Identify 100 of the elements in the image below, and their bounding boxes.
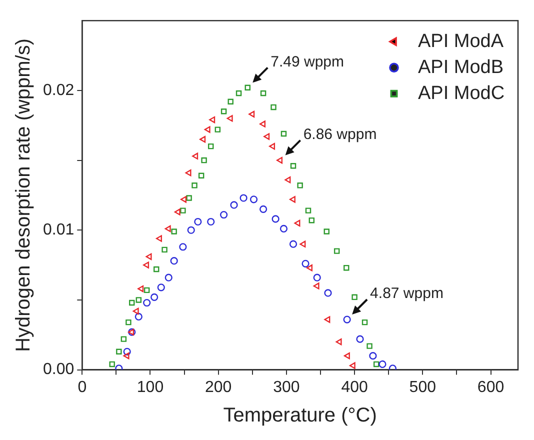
point [308,217,315,224]
point [324,316,330,323]
point [226,115,233,122]
point [324,228,330,234]
point [280,130,287,137]
point [313,274,321,282]
point [208,143,214,150]
point [344,352,350,360]
annotation: 7.49 wppm [270,53,344,70]
point [128,300,135,306]
point [150,293,158,301]
point [214,126,221,132]
point [109,361,115,368]
point [228,98,234,104]
point [349,362,356,369]
legend-label: API ModC [418,82,505,104]
point [230,201,238,209]
point [180,208,186,214]
point [179,243,187,251]
point [132,308,139,315]
point [171,228,177,234]
point [240,194,248,202]
point [290,163,296,169]
point [209,116,216,124]
point [192,152,198,160]
point [244,84,250,91]
x-axis-title: Temperature (°C) [223,404,377,427]
point [284,176,291,184]
point [356,335,364,343]
x-tick-label: 200 [204,378,232,396]
point [144,287,150,294]
point [138,285,144,292]
x-tick-label: 600 [477,378,504,396]
point [289,196,296,203]
legend-label: API ModA [418,30,504,52]
point [143,262,150,268]
point [270,104,276,110]
point [220,210,228,219]
point [198,172,204,179]
point [200,136,206,143]
point [207,218,215,226]
point [164,274,172,282]
point [154,266,160,272]
x-tick-label: 500 [409,378,436,396]
annotation: 4.87 wppm [370,285,444,302]
point [352,294,358,300]
point [297,182,303,188]
y-tick-label: 0.01 [43,222,74,239]
point [276,156,283,164]
point [305,208,312,214]
point [126,319,132,326]
point [378,360,386,368]
point [259,205,268,213]
annotation: 6.86 wppm [303,126,377,143]
point [362,319,368,326]
point [194,218,202,226]
point [170,257,178,265]
x-tick-label: 300 [273,378,300,396]
x-tick-label: 0 [78,378,87,396]
point [134,312,142,321]
point [120,336,127,342]
point [366,343,372,349]
point [180,196,186,203]
point [156,235,162,242]
point [123,352,130,360]
y-tick-label: 0.02 [43,82,74,99]
point [264,133,270,140]
point [116,348,122,355]
point [343,316,351,324]
point [186,195,192,201]
legend-label: API ModB [418,56,504,78]
point [204,126,210,133]
point [164,225,171,232]
point [201,157,207,164]
point [187,226,195,234]
point [192,182,198,188]
point [220,108,227,114]
point [289,240,298,248]
point [248,110,255,118]
point [185,169,192,176]
point [313,282,320,290]
x-tick-label: 100 [136,378,164,396]
y-tick-label: 0.00 [43,361,74,378]
point [272,215,280,223]
point [373,361,380,368]
point [236,90,242,96]
point [157,284,165,292]
point [300,240,306,248]
point [250,196,258,204]
point [369,352,377,360]
point [306,264,312,272]
point [136,297,142,303]
point [146,253,152,260]
point [334,248,340,254]
point [174,208,180,216]
point [302,260,310,268]
point [324,289,332,297]
point [280,224,288,233]
point [143,298,151,307]
point [123,348,131,356]
